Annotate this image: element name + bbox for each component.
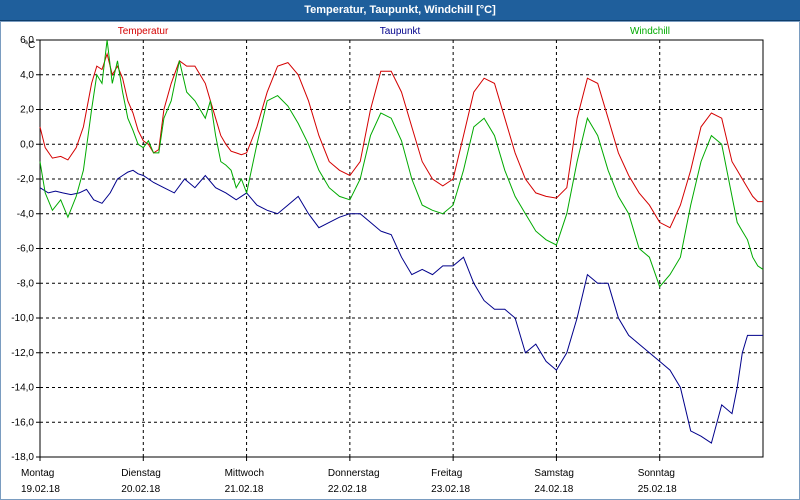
y-tick-label: 6,0 xyxy=(20,35,34,46)
x-tick-date-label: 19.02.18 xyxy=(21,484,60,495)
series-line-temperatur xyxy=(39,52,763,229)
y-tick-label: -12,0 xyxy=(11,348,34,359)
chart-frame xyxy=(0,21,800,500)
y-tick-label: -18,0 xyxy=(11,452,34,463)
x-tick-date-label: 22.02.18 xyxy=(328,484,367,495)
legend-item-temperatur: Temperatur xyxy=(118,26,169,37)
x-tick-day-label: Freitag xyxy=(431,468,462,479)
x-tick-date-label: 24.02.18 xyxy=(534,484,573,495)
y-axis-label: °C xyxy=(24,40,35,51)
x-tick-date-label: 25.02.18 xyxy=(638,484,677,495)
series-line-taupunkt xyxy=(39,169,763,444)
y-tick-label: -14,0 xyxy=(11,383,34,394)
series-line-windchill xyxy=(39,39,764,288)
x-tick-day-label: Mittwoch xyxy=(225,468,264,479)
x-tick-date-label: 23.02.18 xyxy=(431,484,470,495)
y-tick-label: 0,0 xyxy=(20,139,34,150)
y-tick-label: -2,0 xyxy=(17,174,35,185)
x-tick-day-label: Samstag xyxy=(534,468,573,479)
y-tick-label: -4,0 xyxy=(17,209,35,220)
y-tick-label: 4,0 xyxy=(20,70,34,81)
y-tick-label: -6,0 xyxy=(17,244,35,255)
y-tick-label: -10,0 xyxy=(11,313,34,324)
legend-item-windchill: Windchill xyxy=(630,26,670,37)
y-tick-label: -16,0 xyxy=(11,417,34,428)
x-tick-day-label: Montag xyxy=(21,468,54,479)
window-title: Temperatur, Taupunkt, Windchill [°C] xyxy=(0,0,800,21)
x-tick-day-label: Donnerstag xyxy=(328,468,380,479)
x-tick-day-label: Sonntag xyxy=(638,468,675,479)
y-tick-label: 2,0 xyxy=(20,105,34,116)
x-tick-date-label: 21.02.18 xyxy=(225,484,264,495)
y-tick-label: -8,0 xyxy=(17,278,35,289)
x-tick-date-label: 20.02.18 xyxy=(121,484,160,495)
x-tick-day-label: Dienstag xyxy=(121,468,160,479)
legend-item-taupunkt: Taupunkt xyxy=(380,26,421,37)
